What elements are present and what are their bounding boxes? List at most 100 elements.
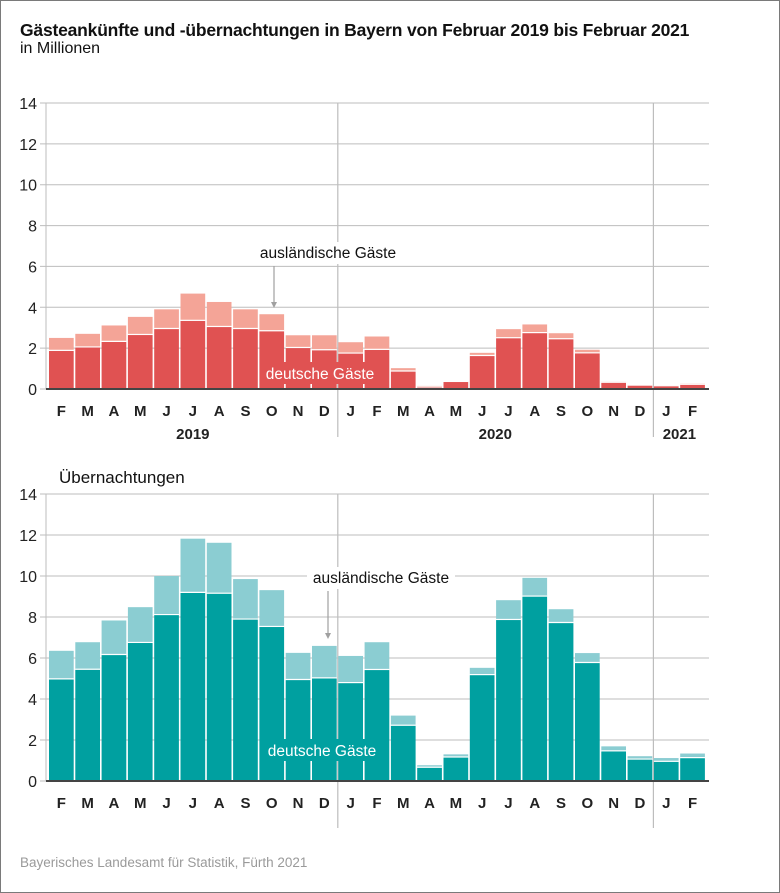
bar-foreign — [127, 607, 153, 643]
bar-foreign — [443, 754, 469, 758]
x-tick-label: M — [397, 403, 410, 420]
bar-foreign — [390, 715, 416, 726]
bar-domestic — [180, 320, 206, 389]
x-tick-label: D — [319, 403, 330, 420]
panel-title: Übernachtungen — [59, 468, 185, 487]
bar-foreign — [285, 652, 311, 680]
chart-title: Gästeankünfte und -übernachtungen in Bay… — [20, 20, 690, 40]
y-tick-label: 2 — [28, 733, 37, 750]
bar-foreign — [496, 600, 521, 620]
x-tick-label: A — [424, 403, 435, 420]
annotation-domestic-guests: deutsche Gäste — [268, 743, 377, 760]
bar-foreign — [49, 650, 74, 679]
bar-foreign — [312, 645, 337, 678]
bar-foreign — [575, 653, 600, 663]
annotation-foreign-guests: ausländische Gäste — [313, 570, 449, 587]
bar-domestic — [127, 643, 153, 781]
x-tick-label: O — [266, 403, 278, 420]
bar-foreign — [127, 316, 153, 335]
bar-foreign — [75, 333, 100, 347]
bar-domestic — [101, 342, 127, 389]
x-tick-label: A — [529, 403, 540, 420]
x-tick-label: M — [81, 795, 94, 812]
bar-domestic — [469, 356, 495, 389]
x-tick-label: D — [635, 795, 646, 812]
bar-foreign — [601, 746, 626, 751]
x-tick-label: M — [81, 403, 94, 420]
x-tick-label: J — [346, 795, 354, 812]
bar-foreign — [338, 342, 363, 354]
y-tick-label: 14 — [19, 487, 37, 504]
x-tick-label: J — [162, 795, 170, 812]
bar-domestic — [390, 371, 416, 389]
x-tick-label: A — [214, 795, 225, 812]
bar-domestic — [627, 759, 653, 781]
bar-foreign — [496, 329, 521, 338]
x-tick-label: D — [319, 795, 330, 812]
x-tick-label: J — [504, 795, 512, 812]
y-tick-label: 0 — [28, 382, 37, 399]
bar-domestic — [496, 338, 521, 389]
bar-domestic — [390, 725, 416, 781]
bar-foreign — [49, 337, 74, 351]
year-label: 2020 — [479, 426, 512, 443]
bar-domestic — [601, 382, 626, 389]
bar-foreign — [259, 590, 285, 627]
bar-foreign — [390, 368, 416, 372]
bar-domestic — [180, 593, 206, 781]
annotation-domestic-guests: deutsche Gäste — [266, 366, 375, 383]
x-tick-label: O — [582, 403, 594, 420]
bar-domestic — [233, 619, 258, 781]
bar-domestic — [653, 386, 679, 389]
bar-domestic — [680, 758, 705, 781]
bar-domestic — [469, 675, 495, 781]
x-tick-label: A — [424, 795, 435, 812]
bar-domestic — [601, 751, 626, 781]
bar-foreign — [206, 301, 232, 327]
bar-foreign — [206, 542, 232, 594]
y-tick-label: 2 — [28, 341, 37, 358]
bar-domestic — [548, 623, 574, 781]
y-tick-label: 8 — [28, 610, 37, 627]
y-tick-label: 4 — [28, 692, 37, 709]
x-tick-label: S — [556, 403, 566, 420]
bar-foreign — [548, 333, 574, 339]
x-tick-label: A — [214, 403, 225, 420]
x-tick-label: F — [57, 795, 66, 812]
bar-foreign — [233, 309, 258, 329]
bar-domestic — [154, 329, 179, 389]
x-tick-label: O — [582, 795, 594, 812]
bar-foreign — [364, 336, 390, 350]
x-tick-label: F — [57, 403, 66, 420]
bar-foreign — [364, 642, 390, 670]
y-tick-label: 12 — [19, 528, 37, 545]
bar-domestic — [206, 327, 232, 389]
bar-domestic — [443, 757, 469, 781]
bar-foreign — [680, 753, 705, 758]
x-tick-label: J — [662, 403, 670, 420]
x-tick-label: M — [450, 795, 463, 812]
bar-domestic — [338, 683, 363, 781]
bar-domestic — [443, 382, 469, 389]
bar-domestic — [154, 615, 179, 781]
y-tick-label: 6 — [28, 651, 37, 668]
bar-domestic — [233, 329, 258, 389]
x-tick-label: S — [556, 795, 566, 812]
year-label: 2021 — [663, 426, 696, 443]
x-tick-label: J — [504, 403, 512, 420]
bar-foreign — [627, 756, 653, 760]
bar-domestic — [75, 347, 100, 389]
x-tick-label: F — [372, 403, 381, 420]
bar-foreign — [233, 579, 258, 620]
bar-domestic — [417, 767, 442, 781]
x-tick-label: J — [346, 403, 354, 420]
bar-domestic — [364, 670, 390, 781]
x-tick-label: A — [109, 795, 120, 812]
x-tick-label: S — [240, 403, 250, 420]
y-tick-label: 10 — [19, 178, 37, 195]
x-tick-label: N — [608, 403, 619, 420]
x-tick-label: M — [397, 795, 410, 812]
bar-foreign — [312, 335, 337, 350]
bar-domestic — [575, 353, 600, 389]
